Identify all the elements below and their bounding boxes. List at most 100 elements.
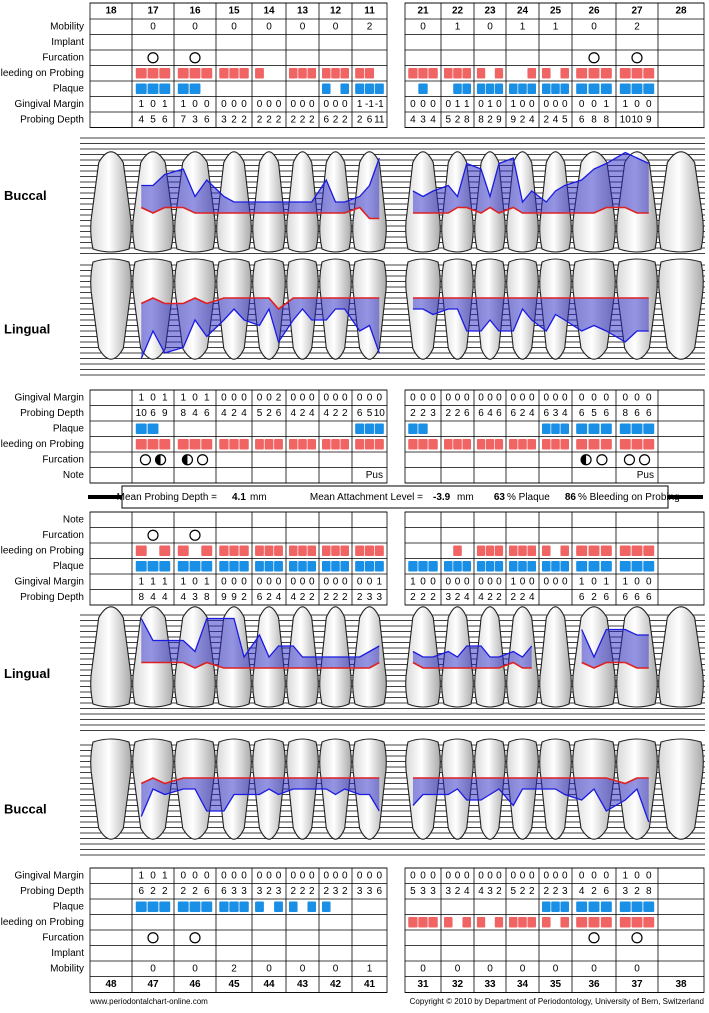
bleeding-mark xyxy=(541,439,551,450)
plaque-mark xyxy=(443,561,453,572)
gingival-margin: 0 xyxy=(430,870,436,881)
bleeding-mark xyxy=(264,439,274,450)
gingival-margin: 0 xyxy=(496,99,502,110)
gingival-margin: 0 xyxy=(180,870,186,881)
section-label: Lingual xyxy=(4,321,50,336)
row-label: Bleeding on Probing xyxy=(0,917,84,928)
gingival-margin: 1 xyxy=(622,870,628,881)
plaque-mark xyxy=(428,561,438,572)
cell-value: 0 xyxy=(333,21,339,32)
plaque-mark xyxy=(239,901,249,912)
furcation-symbol xyxy=(623,454,636,466)
probing-depth: 2 xyxy=(591,592,597,603)
bleeding-mark xyxy=(340,439,350,450)
probing-depth: 6 xyxy=(138,886,144,897)
bleeding-mark xyxy=(453,439,462,450)
bleeding-mark xyxy=(494,917,504,928)
furcation-symbol xyxy=(189,529,201,541)
plaque-mark xyxy=(588,83,600,94)
tooth-number: 46 xyxy=(189,979,201,990)
plaque-mark xyxy=(541,423,551,434)
gingival-margin: 0 xyxy=(290,392,296,403)
probing-depth: 5 xyxy=(257,408,263,419)
pocket-depth-line xyxy=(140,307,380,359)
cell-value: 2 xyxy=(367,21,373,32)
bleeding-mark xyxy=(288,68,298,79)
row-label: Bleeding on Probing xyxy=(0,68,84,79)
bleeding-mark xyxy=(340,545,350,556)
bleeding-mark xyxy=(135,68,147,79)
cell-value: 0 xyxy=(520,963,526,974)
cell-value: 1 xyxy=(553,21,559,32)
bleeding-mark xyxy=(428,917,438,928)
bleeding-mark xyxy=(560,545,570,556)
bleeding-mark xyxy=(476,917,486,928)
probing-depth: 2 xyxy=(323,886,329,897)
pocket-area xyxy=(581,629,649,668)
gingival-margin: 1 xyxy=(622,99,628,110)
plaque-mark xyxy=(619,561,631,572)
probing-depth: 10 xyxy=(374,408,386,419)
gingival-margin: 0 xyxy=(579,392,585,403)
bleeding-mark xyxy=(255,545,264,556)
bleeding-mark xyxy=(147,68,159,79)
bleeding-mark xyxy=(527,439,537,450)
plaque-mark xyxy=(159,83,171,94)
gingival-margin: 0 xyxy=(323,870,329,881)
cell-value: 0 xyxy=(487,21,493,32)
probing-depth: 2 xyxy=(520,592,526,603)
gingival-margin: 0 xyxy=(562,392,568,403)
furcation-symbol xyxy=(588,52,600,64)
probing-depth: 2 xyxy=(496,886,502,897)
plaque-mark xyxy=(189,83,201,94)
gingival-margin: 1 xyxy=(162,392,168,403)
bleeding-mark xyxy=(229,545,239,556)
gingival-margin: 0 xyxy=(487,870,493,881)
bleeding-mark xyxy=(462,68,472,79)
gingival-margin: 1 xyxy=(138,392,144,403)
probing-depth: 2 xyxy=(266,592,272,603)
gingival-margin: 1 xyxy=(162,576,168,587)
summary-text: -3.9 xyxy=(433,492,451,503)
probing-depth: 2 xyxy=(257,114,263,125)
probing-depth: 2 xyxy=(455,114,461,125)
furcation-symbol xyxy=(638,454,651,466)
probing-depth: 8 xyxy=(204,592,210,603)
tooth xyxy=(90,258,132,360)
probing-depth: 8 xyxy=(646,886,652,897)
tooth-number: 45 xyxy=(228,979,240,990)
plaque-mark xyxy=(355,561,365,572)
row-label: Furcation xyxy=(42,454,84,465)
probing-depth: 3 xyxy=(377,592,383,603)
gingival-margin: 0 xyxy=(333,576,339,587)
gingival-margin: 0 xyxy=(510,870,516,881)
gingival-margin: 0 xyxy=(591,576,597,587)
bleeding-mark xyxy=(255,68,264,79)
bleeding-mark xyxy=(588,917,600,928)
gingival-margin: 1 xyxy=(604,99,610,110)
bleeding-mark xyxy=(177,545,189,556)
plaque-mark xyxy=(374,561,384,572)
furcation-symbol xyxy=(181,454,194,466)
pocket-area xyxy=(141,618,380,668)
gingival-margin: 0 xyxy=(496,576,502,587)
bleeding-mark xyxy=(408,917,418,928)
probing-depth: 2 xyxy=(300,592,306,603)
gingival-margin: 0 xyxy=(377,870,383,881)
gingival-margin: 1 xyxy=(180,576,186,587)
bleeding-mark xyxy=(428,439,438,450)
pocket-depth-line xyxy=(581,628,649,659)
plaque-mark xyxy=(576,901,588,912)
gingival-margin: 0 xyxy=(510,392,516,403)
bleeding-mark xyxy=(364,545,375,556)
cell-value: 0 xyxy=(192,963,198,974)
furcation-circle xyxy=(596,454,608,466)
bleeding-mark xyxy=(159,545,171,556)
furcation-circle xyxy=(588,932,600,944)
probing-depth: 2 xyxy=(529,886,535,897)
bleeding-mark xyxy=(408,439,418,450)
cell-value: 0 xyxy=(420,21,426,32)
tooth-number: 36 xyxy=(588,979,600,990)
bleeding-mark xyxy=(364,439,375,450)
plaque-mark xyxy=(494,83,504,94)
